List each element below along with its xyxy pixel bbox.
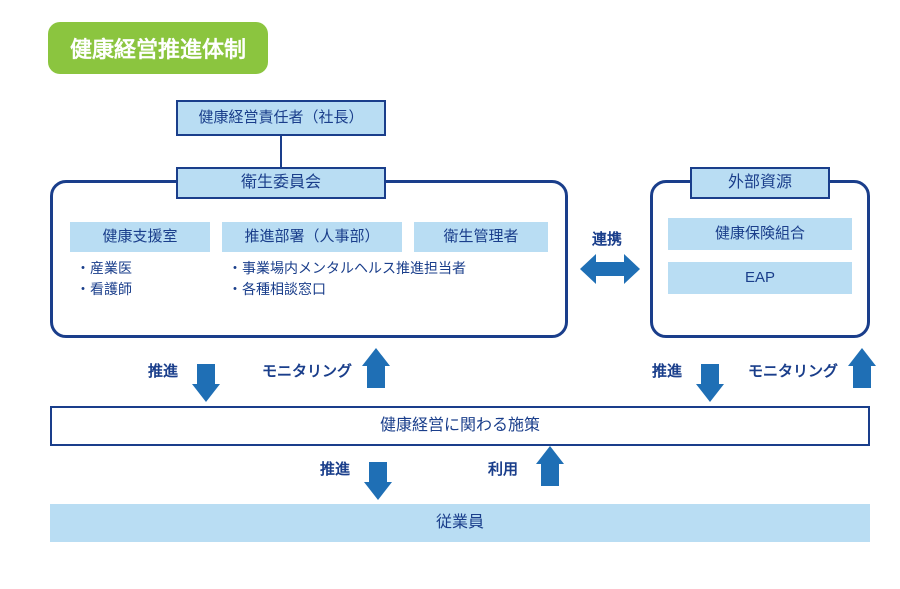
external-header-box: 外部資源 — [690, 167, 830, 199]
monitor-label-1: モニタリング — [262, 360, 352, 381]
promo-bullets: ・事業場内メンタルヘルス推進担当者 ・各種相談窓口 — [228, 258, 558, 300]
responsible-label: 健康経営責任者（社長） — [198, 109, 363, 126]
promo-dept-box: 推進部署（人事部） — [222, 222, 402, 252]
responsible-box: 健康経営責任者（社長） — [176, 100, 386, 136]
external-header-label: 外部資源 — [728, 174, 792, 191]
cooperate-label: 連携 — [592, 228, 622, 249]
measures-box: 健康経営に関わる施策 — [50, 406, 870, 446]
monitor-label-2: モニタリング — [748, 360, 838, 381]
external-item-0: 健康保険組合 — [668, 218, 852, 250]
promote-label-1: 推進 — [148, 360, 178, 381]
arrow-up-icon-3 — [536, 446, 564, 464]
hygiene-mgr-box: 衛生管理者 — [414, 222, 548, 252]
support-bullet-1: ・看護師 — [76, 279, 216, 300]
promo-bullet-1: ・各種相談窓口 — [228, 279, 558, 300]
title-badge: 健康経営推進体制 — [48, 22, 268, 74]
connector-top — [280, 136, 282, 167]
hygiene-mgr-label: 衛生管理者 — [443, 228, 518, 245]
arrow-down-icon-3 — [364, 482, 392, 500]
committee-box: 衛生委員会 — [176, 167, 386, 199]
double-arrow-icon — [580, 254, 640, 284]
external-panel — [650, 180, 870, 338]
external-item-1: EAP — [668, 262, 852, 294]
arrow-up-icon-2 — [848, 348, 876, 366]
support-bullet-0: ・産業医 — [76, 258, 216, 279]
measures-label: 健康経営に関わる施策 — [380, 417, 540, 434]
promote-label-3: 推進 — [320, 458, 350, 479]
support-room-box: 健康支援室 — [70, 222, 210, 252]
arrow-down-icon-1 — [192, 384, 220, 402]
use-label: 利用 — [488, 458, 518, 479]
promote-label-2: 推進 — [652, 360, 682, 381]
external-item-0-label: 健康保険組合 — [715, 225, 805, 242]
promo-bullet-0: ・事業場内メンタルヘルス推進担当者 — [228, 258, 558, 279]
promo-dept-label: 推進部署（人事部） — [244, 228, 379, 245]
title-text: 健康経営推進体制 — [70, 37, 246, 62]
support-room-label: 健康支援室 — [102, 228, 177, 245]
support-bullets: ・産業医 ・看護師 — [76, 258, 216, 300]
external-item-1-label: EAP — [745, 269, 775, 286]
employees-label: 従業員 — [436, 514, 484, 531]
employees-box: 従業員 — [50, 504, 870, 542]
committee-label: 衛生委員会 — [241, 174, 321, 191]
arrow-up-icon-1 — [362, 348, 390, 366]
arrow-down-icon-2 — [696, 384, 724, 402]
